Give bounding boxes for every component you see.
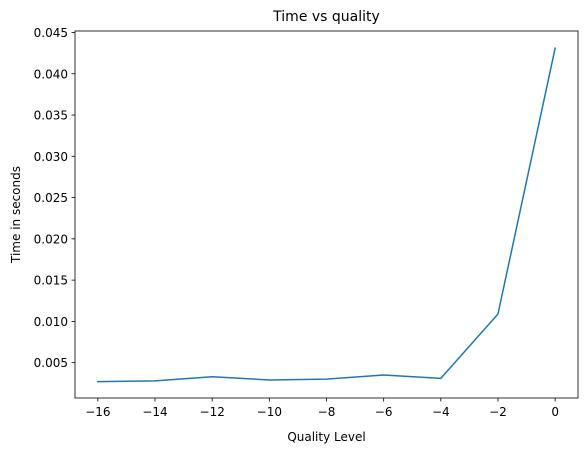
y-tick-label: 0.015 (34, 274, 68, 288)
x-tick-label: −2 (489, 405, 507, 419)
y-tick-label: 0.045 (34, 26, 68, 40)
y-axis-title: Time in seconds (9, 166, 23, 264)
y-tick-label: 0.010 (34, 315, 68, 329)
x-tick-label: −16 (85, 405, 110, 419)
x-axis-title: Quality Level (287, 430, 365, 444)
series-line (97, 47, 557, 383)
x-tick-label: −6 (375, 405, 393, 419)
x-tick-label: −4 (432, 405, 450, 419)
y-tick-label: 0.030 (34, 150, 68, 164)
x-tick-label: −10 (257, 405, 282, 419)
x-tick-label: −12 (200, 405, 225, 419)
plot-frame (74, 30, 579, 399)
y-tick-label: 0.040 (34, 67, 68, 81)
y-tick-label: 0.020 (34, 232, 68, 246)
chart-title: Time vs quality (272, 9, 380, 25)
y-tick-label: 0.005 (34, 356, 68, 370)
x-tick-label: 0 (551, 405, 559, 419)
y-tick-label: 0.035 (34, 109, 68, 123)
x-tick-label: −14 (142, 405, 167, 419)
x-tick-label: −8 (318, 405, 336, 419)
y-tick-label: 0.025 (34, 191, 68, 205)
